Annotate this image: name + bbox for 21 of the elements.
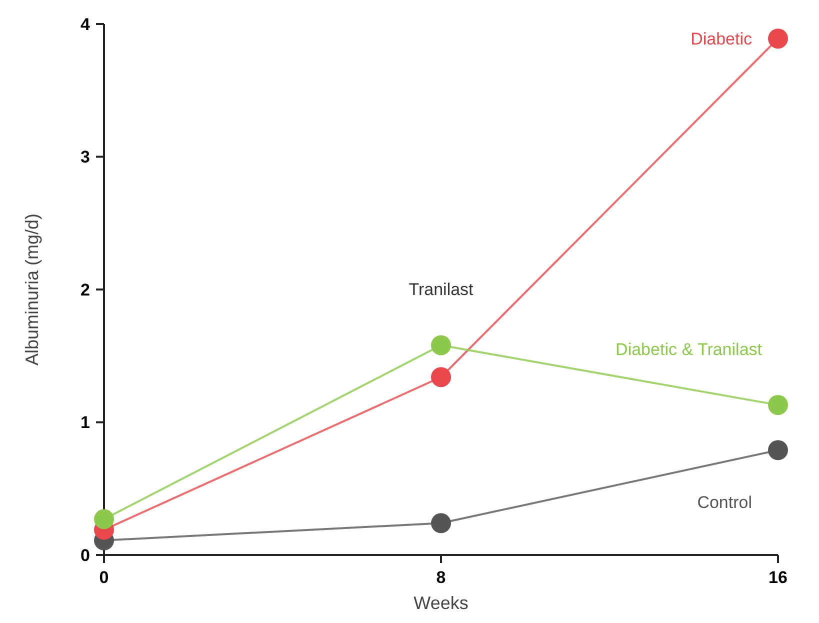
y-tick-label: 0 (80, 546, 90, 565)
x-axis-title: Weeks (414, 593, 468, 613)
point (768, 394, 788, 415)
annotation: Tranilast (408, 280, 474, 299)
series-label: Control (697, 493, 752, 512)
point (94, 509, 114, 530)
point (431, 335, 451, 356)
y-tick-label: 4 (80, 14, 91, 34)
point (431, 513, 451, 534)
y-tick-label: 1 (80, 413, 90, 432)
series-label: Diabetic (690, 30, 752, 49)
x-tick-label: 16 (768, 568, 788, 587)
y-tick-label: 2 (80, 280, 90, 300)
series-label: Diabetic & Tranilast (616, 340, 762, 359)
point (768, 28, 788, 49)
x-tick-label: 8 (436, 568, 446, 587)
point (431, 367, 451, 388)
point (768, 440, 788, 460)
y-tick-label: 3 (80, 148, 90, 167)
y-axis-title: Albuminuria (mg/d) (22, 213, 42, 366)
x-tick-label: 0 (99, 568, 109, 587)
